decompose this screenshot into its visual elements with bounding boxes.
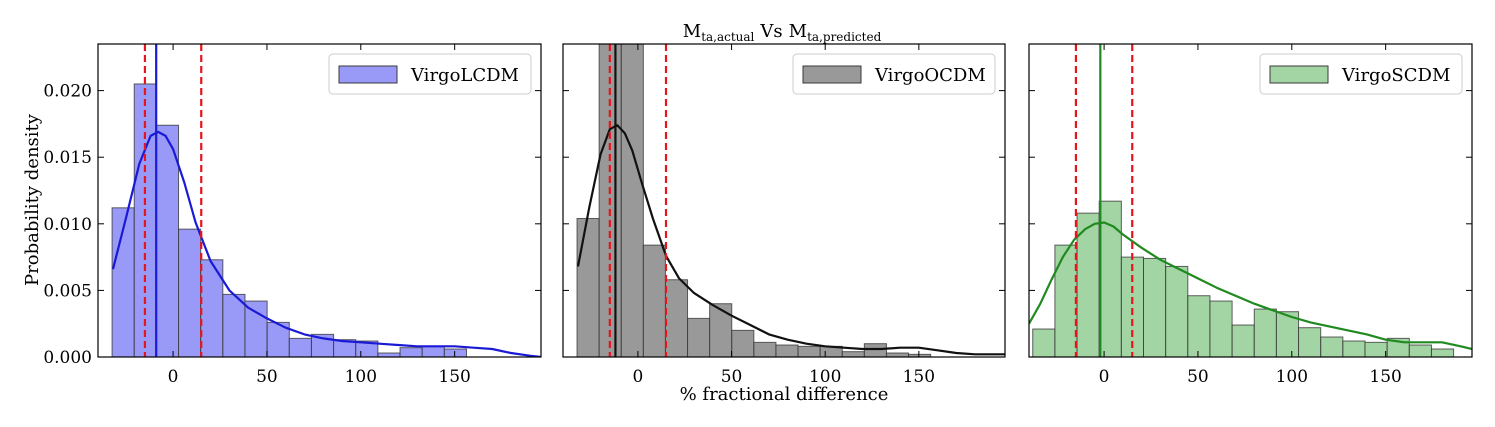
- y-tick-label: 0.000: [43, 348, 92, 368]
- histogram-bar: [1054, 244, 1078, 357]
- chart-title: Mta,actual Vs Mta,predicted: [683, 21, 882, 44]
- histogram-bar: [1298, 327, 1322, 357]
- x-tick-label: 50: [721, 367, 743, 387]
- histogram-bar: [1253, 308, 1277, 357]
- histogram-bar: [1032, 328, 1056, 357]
- x-tick-label: 150: [903, 367, 935, 387]
- y-tick-label: 0.005: [43, 281, 92, 301]
- legend-box: [1259, 53, 1463, 95]
- legend: VirgoSCDM: [1259, 53, 1463, 95]
- kde-curve: [111, 130, 541, 357]
- plot-area: [1029, 44, 1472, 357]
- x-axis-label: % fractional difference: [680, 384, 889, 405]
- histogram-bar: [421, 345, 445, 357]
- y-tick-label: 0.015: [43, 148, 92, 168]
- histogram-bar: [1342, 340, 1366, 357]
- histogram-bar: [753, 341, 777, 357]
- histogram-bar: [576, 217, 600, 357]
- histogram-bar: [664, 279, 689, 357]
- legend: VirgoLCDM: [328, 53, 532, 95]
- histogram-bar: [841, 351, 865, 357]
- histogram-bar: [620, 44, 644, 357]
- histogram-bar: [443, 348, 467, 357]
- plot-area: [576, 44, 1005, 357]
- histogram-bar: [1320, 336, 1344, 357]
- legend-swatch: [338, 65, 398, 84]
- axes-frame: [562, 43, 1006, 358]
- histogram-bar: [709, 303, 733, 357]
- histogram-bar: [222, 293, 246, 357]
- y-tick-label: 0.020: [43, 82, 92, 102]
- legend-box: [792, 53, 996, 95]
- histogram-bar: [863, 343, 887, 357]
- histogram-bar: [642, 244, 666, 357]
- x-tick-label: 0: [633, 367, 644, 387]
- x-tick-label: 150: [438, 367, 470, 387]
- x-tick-label: 0: [168, 367, 179, 387]
- legend-label: VirgoLCDM: [410, 65, 519, 86]
- histogram-bar: [155, 124, 180, 357]
- y-tick-label: 0.010: [43, 215, 92, 235]
- histogram-bar: [1143, 257, 1167, 357]
- histogram-bar: [399, 347, 423, 357]
- kde-curve: [1029, 221, 1472, 351]
- histogram-bar: [1165, 265, 1189, 357]
- histogram-bar: [1231, 324, 1255, 357]
- y-axis-label: Probability density: [22, 113, 43, 286]
- histogram-bar: [288, 337, 312, 357]
- legend-swatch: [1269, 65, 1329, 84]
- histogram-bar: [244, 300, 268, 357]
- legend-label: VirgoOCDM: [874, 65, 986, 86]
- panel-virgoocdm: 0 50 100 150 VirgoOCDM: [562, 43, 1006, 387]
- panel-virgoscdm: 0 50 100 150 VirgoSCDM: [1028, 43, 1473, 387]
- histogram-bar: [797, 345, 821, 357]
- x-tick-label: 50: [256, 367, 278, 387]
- histogram-bar: [731, 329, 755, 357]
- histogram-bar: [1364, 341, 1388, 357]
- panel-virgolcdm: 0 50 100 150 0.000 0.005 0.010 0.015 0.020 VirgoL…: [43, 43, 542, 387]
- histogram-bar: [908, 353, 932, 357]
- legend-box: [328, 53, 532, 95]
- x-tick-label: 100: [345, 367, 377, 387]
- histogram-bar: [178, 228, 202, 357]
- legend-label: VirgoSCDM: [1341, 65, 1450, 86]
- x-tick-label: 0: [1099, 367, 1110, 387]
- x-tick-label: 100: [809, 367, 841, 387]
- histogram-bar: [1209, 300, 1233, 357]
- histogram-bar: [775, 344, 799, 357]
- histogram-bar: [1187, 295, 1211, 357]
- axes-frame: [97, 43, 542, 358]
- x-tick-label: 150: [1369, 367, 1401, 387]
- histogram-bar: [1408, 344, 1432, 357]
- x-tick-label: 100: [1276, 367, 1308, 387]
- histogram-bar: [1430, 348, 1455, 357]
- x-tick-label: 50: [1187, 367, 1209, 387]
- legend-swatch: [802, 65, 862, 84]
- kde-curve: [576, 124, 1005, 356]
- legend: VirgoOCDM: [792, 53, 996, 95]
- histogram-bar: [687, 317, 711, 357]
- axes-frame: [1028, 43, 1473, 358]
